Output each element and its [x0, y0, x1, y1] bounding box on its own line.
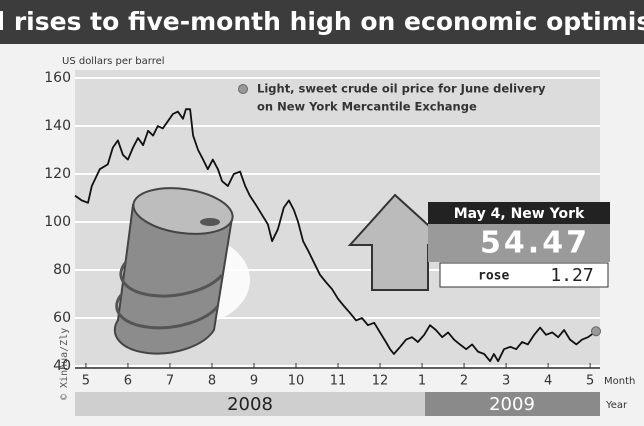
x-tick-label: 9 [250, 374, 258, 389]
chart: Oil rises to five-month high on economic… [0, 0, 644, 426]
x-tick-label: 12 [372, 374, 389, 389]
y-tick-label: 60 [53, 310, 71, 326]
year-axis-label: Year [605, 400, 628, 411]
x-axis-label: Month [604, 376, 635, 387]
y-tick-label: 160 [44, 70, 71, 86]
year-label: 2008 [227, 394, 273, 415]
x-tick-label: 6 [124, 374, 132, 389]
annotation-change-label: rose [478, 269, 509, 284]
x-tick-label: 5 [82, 374, 90, 389]
y-axis-label: US dollars per barrel [62, 56, 165, 67]
y-tick-label: 80 [53, 262, 71, 278]
x-tick-label: 2 [460, 374, 468, 389]
end-point [592, 327, 601, 336]
y-tick-label: 40 [53, 358, 71, 374]
chart-title: Oil rises to five-month high on economic… [0, 7, 644, 36]
legend-text: on New York Mercantile Exchange [257, 100, 477, 114]
annotation-change: 1.27 [550, 265, 593, 286]
annotation-value: 54.47 [480, 226, 590, 261]
legend-marker [239, 85, 248, 94]
legend-text: Light, sweet crude oil price for June de… [257, 82, 546, 96]
x-tick-label: 1 [418, 374, 426, 389]
year-label: 2009 [489, 394, 535, 415]
x-tick-label: 11 [330, 374, 347, 389]
x-tick-label: 4 [544, 374, 552, 389]
annotation-title: May 4, New York [454, 206, 585, 222]
x-tick-label: 10 [288, 374, 305, 389]
y-tick-label: 140 [44, 118, 71, 134]
x-tick-label: 8 [208, 374, 216, 389]
x-tick-label: 5 [586, 374, 594, 389]
y-tick-label: 120 [44, 166, 71, 182]
y-tick-label: 100 [44, 214, 71, 230]
x-tick-label: 3 [502, 374, 510, 389]
x-tick-label: 7 [166, 374, 174, 389]
